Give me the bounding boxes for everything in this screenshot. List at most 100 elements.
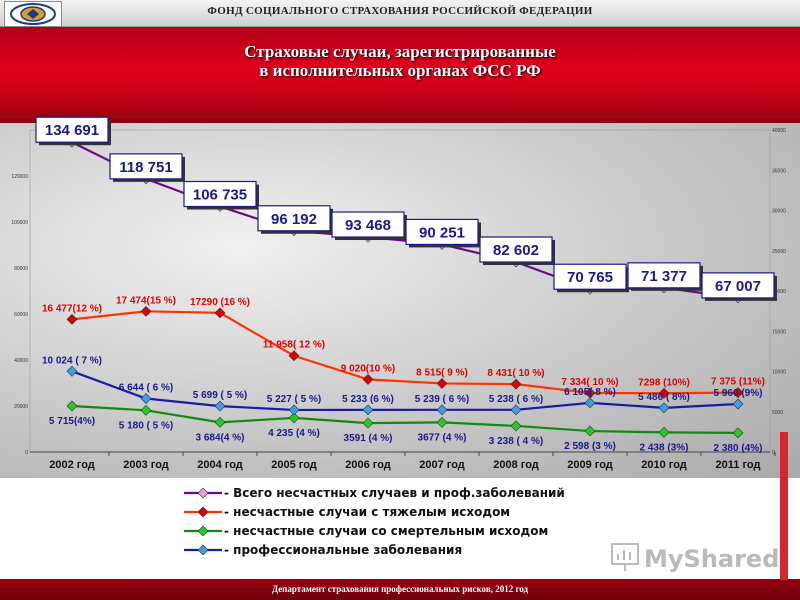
series-4-point [214,400,226,412]
fatal-data-label: 2 380 (4%) [714,443,763,454]
series-4-point [732,398,744,410]
slide-title-line2: в исполнительных органах ФСС РФ [259,61,541,80]
left-axis-tick-label: 40000 [14,358,28,364]
series-4-point [584,397,596,409]
series-3-point [66,400,78,412]
severe-data-label: 9 020(10 %) [341,363,395,374]
total-label-box [405,218,479,246]
series-3-point [436,416,448,428]
series-4-point [140,393,152,404]
total-label-box [183,180,257,208]
series-4-point [362,404,374,416]
series-2-point [658,387,670,399]
severe-data-label: 7298 (10%) [638,377,690,388]
total-data-label: 96 192 [271,211,317,228]
severe-data-label: 17 474(15 %) [116,295,176,306]
right-axis-tick-label: 35000 [772,168,786,174]
total-label-box [479,236,553,263]
footer-bar: Департамент страхования профессиональных… [0,579,800,600]
x-axis-category-label: 2002 год [49,459,95,471]
severe-data-label: 8 515( 9 %) [416,367,468,378]
series-line-3 [71,404,739,434]
fatal-data-label: 5 180 ( 5 %) [119,420,173,431]
fatal-data-label: 5 715(4%) [49,416,95,427]
total-data-label: 134 691 [45,122,99,139]
series-line-4 [71,370,739,412]
left-axis-tick-label: 100000 [11,220,28,226]
series-3-point [288,412,300,424]
series-2-point [436,378,448,389]
legend-marker-3 [197,525,209,537]
top-bar: ФОНД СОЦИАЛЬНОГО СТРАХОВАНИЯ РОССИЙСКОЙ … [0,0,800,27]
left-axis-tick-label: 80000 [14,266,28,272]
presentation-icon [611,543,639,571]
x-axis-category-label: 2007 год [419,459,465,471]
series-3-point [362,417,374,429]
series-2-point [732,387,744,399]
total-data-label: 106 735 [193,187,247,204]
legend-entry-4: - профессиональные заболевания [224,543,462,557]
series-4-point [658,402,670,414]
total-data-label: 118 751 [119,159,172,176]
series-2-point [214,307,226,319]
series-3-point [140,404,152,416]
legend-marker-2 [197,506,209,518]
total-label-box [701,272,775,299]
organization-title: ФОНД СОЦИАЛЬНОГО СТРАХОВАНИЯ РОССИЙСКОЙ … [207,5,593,17]
total-data-label: 67 007 [715,278,761,295]
right-axis-tick-label: 20000 [772,289,786,295]
watermark-text: MyShared [644,545,778,573]
right-axis-tick-label: 10000 [772,370,786,376]
occupational-data-label: 5 233 (6 %) [342,394,394,405]
slide-title-line1: Страховые случаи, зарегистрированные [244,42,556,61]
total-label-box [627,262,701,289]
legend-background [0,478,800,573]
x-axis-category-label: 2008 год [493,459,539,471]
total-data-label: 93 468 [345,217,391,234]
total-label-box [109,153,183,180]
total-data-label: 71 377 [641,268,687,285]
total-label-box [257,205,331,232]
right-axis-tick-label: 25000 [772,249,786,255]
series-3-point [732,427,744,439]
occupational-data-label: 10 024 ( 7 %) [42,355,102,366]
occupational-data-label: 5 699 ( 5 %) [193,390,247,401]
x-axis-category-label: 2006 год [345,459,391,471]
fatal-data-label: 2 438 (3%) [640,442,689,453]
legend-entry-3: - несчастные случаи со смертельным исход… [224,524,548,538]
right-axis-tick-label: 40000 [772,128,786,134]
legend-marker-1 [197,487,209,499]
occupational-data-label: 5 227 ( 5 %) [267,394,321,405]
right-axis-tick-label: 15000 [772,329,786,335]
series-line-2 [71,310,739,395]
legend-entry-1: - Всего несчастных случаев и проф.заболе… [224,486,565,500]
series-3-point [584,425,596,437]
series-2-point [140,305,152,317]
fatal-data-label: 3 684(4 %) [196,432,245,443]
total-label-box [35,116,109,143]
series-4-point [510,404,522,416]
occupational-data-label: 5 486 ( 8%) [638,392,690,403]
fatal-data-label: 3591 (4 %) [344,433,393,444]
x-axis-category-label: 2011 год [716,459,761,471]
series-3-point [510,420,522,432]
fatal-data-label: 4 235 (4 %) [268,428,320,439]
total-label-box [331,211,405,238]
footer-text: Департамент страхования профессиональных… [271,584,529,594]
fss-logo [4,1,62,27]
series-2-point [288,350,300,362]
left-axis-tick-label: 60000 [14,312,28,318]
x-axis-category-label: 2005 год [271,459,317,471]
title-banner: Страховые случаи, зарегистрированные в и… [0,27,800,123]
x-axis-category-label: 2009 год [567,459,613,471]
series-4-point [66,365,78,377]
occupational-data-label: 5 238 ( 6 %) [489,394,543,405]
series-2-point [66,313,78,325]
total-data-label: 82 602 [493,242,539,259]
right-axis-tick-label: 5000 [772,410,783,416]
occupational-data-label: 6 105( 8 %) [564,387,616,398]
total-data-label: 70 765 [567,269,613,286]
total-label-box [553,263,627,290]
chart-background [0,123,800,478]
fatal-data-label: 3677 (4 %) [418,432,467,443]
